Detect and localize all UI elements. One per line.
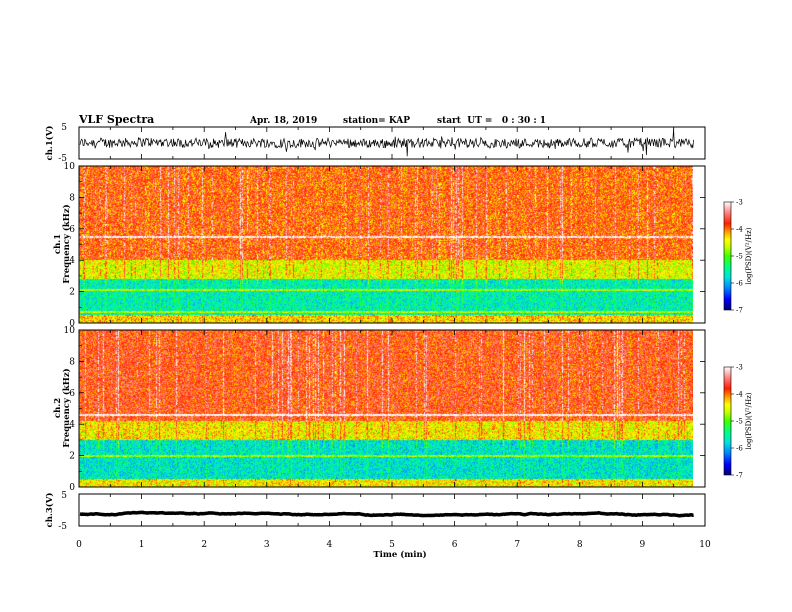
ch1-colorbar: -3 -4 -5 -6 -7 log(PSD)(V²/Hz)	[723, 199, 753, 315]
ch1-spectrogram-panel: 0 2 4 6 8 10 ch.1 Frequency (kHz)	[53, 162, 706, 329]
ch1-colorbar-label: log(PSD)(V²/Hz)	[745, 227, 753, 284]
ch1-waveform-trace	[79, 128, 694, 157]
colorbar-tick-label: -7	[736, 472, 743, 480]
y-tick-label: 6	[69, 389, 75, 399]
x-axis-label: Time (min)	[373, 549, 426, 560]
ch3-ytick-bottom: -5	[58, 522, 67, 532]
ch1-spectrogram-ticks	[78, 166, 706, 323]
ch2-spectrogram-canvas	[79, 330, 693, 487]
ch1-waveform-panel: 5 -5 ch.1(V)	[44, 123, 706, 164]
ch3-ytick-top: 5	[61, 491, 67, 501]
waveform-line	[79, 510, 694, 518]
x-tick-label: 7	[514, 540, 520, 550]
y-tick-label: 0	[69, 319, 75, 329]
ch1-colorbar-bar	[723, 201, 732, 311]
ch2-spectrogram-ylabel-line1: ch.2	[53, 398, 63, 418]
colorbar-tick-label: -4	[736, 226, 743, 234]
x-tick-label: 9	[640, 540, 646, 550]
y-tick-label: 4	[69, 420, 75, 430]
ch2-spectrogram-yticks: 0 2 4 6 8 10	[64, 326, 705, 493]
ch3-waveform-trace	[79, 510, 694, 518]
ch2-colorbar-bar	[723, 366, 732, 476]
x-tick-label: 8	[577, 540, 583, 550]
y-tick-label: 6	[69, 225, 75, 235]
y-tick-label: 2	[69, 452, 75, 462]
header-start-time: start UT = 0 : 30 : 1	[437, 116, 546, 126]
header-station: station= KAP	[343, 116, 410, 126]
ch1-ytick-bottom: -5	[58, 154, 67, 164]
ch1-spectrogram-ylabel-line2: Frequency (kHz)	[61, 204, 72, 283]
ch1-spectrogram-yticks: 0 2 4 6 8 10	[64, 162, 705, 329]
ch3-waveform-panel: 5 -5 ch.3(V)	[44, 491, 706, 532]
colorbar-tick-label: -3	[736, 199, 743, 207]
ch2-colorbar-ticks: -3 -4 -5 -6 -7	[731, 364, 743, 480]
y-tick-label: 8	[69, 357, 75, 367]
colorbar-tick-label: -4	[736, 391, 743, 399]
y-tick-label: 4	[69, 256, 75, 266]
x-tick-label: 4	[327, 540, 333, 550]
colorbar-tick-label: -5	[736, 418, 743, 426]
ch2-colorbar: -3 -4 -5 -6 -7 log(PSD)(V²/Hz)	[723, 364, 753, 480]
colorbar-tick-label: -5	[736, 253, 743, 261]
x-tick-label: 0	[76, 540, 82, 550]
ch2-spectrogram-image	[79, 330, 693, 487]
waveform-line	[79, 128, 694, 157]
ch1-spectrogram-image	[79, 166, 693, 323]
ch2-colorbar-label: log(PSD)(V²/Hz)	[745, 392, 753, 449]
ch1-waveform-ylabel: ch.1(V)	[44, 126, 55, 161]
x-tick-label: 1	[139, 540, 145, 550]
ch1-colorbar-ticks: -3 -4 -5 -6 -7	[731, 199, 743, 315]
colorbar-tick-label: -3	[736, 364, 743, 372]
ch2-spectrogram-ticks	[78, 330, 706, 487]
y-tick-label: 8	[69, 193, 75, 203]
y-tick-label: 0	[69, 483, 75, 493]
ch1-ytick-top: 5	[61, 123, 67, 133]
y-tick-label: 2	[69, 288, 75, 298]
y-tick-label: 10	[64, 162, 76, 172]
ch1-waveform-ticks	[78, 127, 706, 159]
y-tick-label: 10	[64, 326, 76, 336]
x-tick-label: 5	[389, 540, 395, 550]
x-tick-label: 3	[264, 540, 270, 550]
ch2-spectrogram-panel: 0 2 4 6 8 10 ch.2 Frequency (kHz)	[53, 326, 706, 493]
ch1-spectrogram-canvas	[79, 166, 693, 323]
ch2-spectrogram-ylabel-line2: Frequency (kHz)	[61, 368, 72, 447]
colorbar-tick-label: -6	[736, 445, 743, 453]
colorbar-tick-label: -6	[736, 280, 743, 288]
header-date: Apr. 18, 2019	[249, 116, 317, 126]
ch3-waveform-ticks	[78, 494, 706, 526]
colorbar-tick-label: -7	[736, 307, 743, 315]
x-tick-label: 2	[201, 540, 207, 550]
ch1-spectrogram-ylabel-line1: ch.1	[53, 234, 63, 254]
figure-title: VLF Spectra	[78, 113, 154, 126]
ch3-waveform-ylabel: ch.3(V)	[44, 493, 55, 528]
x-tick-label: 6	[452, 540, 458, 550]
x-axis-tick-labels: 0 1 2 3 4 5 6 7 8 9 10	[76, 540, 711, 550]
x-tick-label: 10	[699, 540, 711, 550]
